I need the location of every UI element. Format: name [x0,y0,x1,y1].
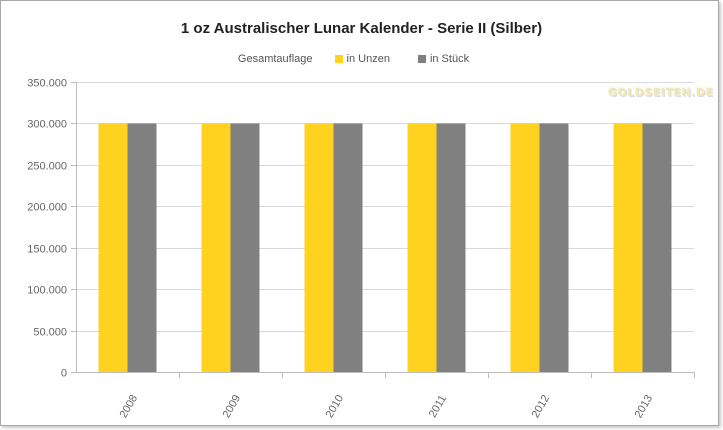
chart-legend: Gesamtauflage in Unzen in Stück [0,53,723,65]
bar-unzen-2013[interactable] [613,123,643,372]
bar-unzen-2012[interactable] [510,123,540,372]
x-tick-label: 2008 [118,393,141,420]
x-tick-label: 2009 [221,393,244,420]
y-tick-label: 50.000 [33,327,67,339]
bar-unzen-2011[interactable] [407,123,437,372]
y-tick-label: 0 [61,368,67,380]
y-tick-label: 350.000 [27,78,67,90]
legend-label-unzen: in Unzen [346,53,390,65]
y-tick-labels: 0 50.000 100.000 150.000 200.000 250.000 300.0… [27,78,67,380]
bars [98,123,672,372]
x-tick-label: 2012 [530,393,553,420]
axes [71,82,695,378]
y-tick-label: 100.000 [27,285,67,297]
y-tick-label: 200.000 [27,202,67,214]
bar-unzen-2008[interactable] [98,123,128,372]
y-tick-label: 250.000 [27,161,67,173]
x-tick-label: 2010 [324,393,347,420]
watermark-logo: GOLDSEITEN.DE [608,86,714,99]
legend-heading: Gesamtauflage [237,53,313,65]
x-tick-label: 2013 [633,393,656,420]
x-tick-labels: 2008 2009 2010 2011 2012 2013 [118,393,656,420]
y-tick-label: 300.000 [27,119,67,131]
legend-item-stueck[interactable]: in Stück [417,53,470,65]
legend-label-stueck: in Stück [429,53,470,65]
bar-stueck-2013[interactable] [642,123,672,372]
bar-stueck-2012[interactable] [539,123,569,372]
legend-swatch-unzen [334,55,343,63]
x-tick-label: 2011 [427,393,449,419]
grid-lines [76,82,694,332]
legend-swatch-stueck [417,55,426,63]
bar-stueck-2011[interactable] [436,123,466,372]
bar-stueck-2008[interactable] [127,123,157,372]
bar-unzen-2010[interactable] [304,123,334,372]
bar-unzen-2009[interactable] [201,123,231,372]
bar-stueck-2009[interactable] [230,123,260,372]
bar-stueck-2010[interactable] [333,123,363,372]
chart-title: 1 oz Australischer Lunar Kalender - Seri… [180,20,543,37]
legend-item-unzen[interactable]: in Unzen [334,53,390,65]
y-tick-label: 150.000 [27,244,67,256]
